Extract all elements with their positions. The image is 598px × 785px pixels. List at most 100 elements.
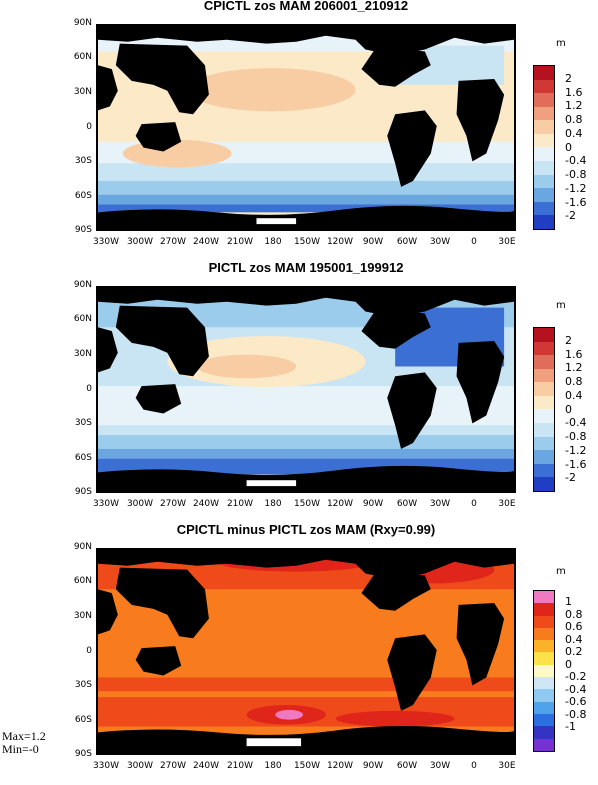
lat-label-30s: 30S	[74, 680, 92, 690]
colorbar-swatch	[534, 382, 554, 396]
lat-label-30n: 30N	[73, 349, 92, 359]
panel-difference: CPICTL minus PICTL zos MAM (Rxy=0.99) 90…	[0, 522, 598, 785]
colorbar-swatch	[534, 664, 554, 678]
colorbar-label: 0.4	[565, 632, 583, 646]
lon-label: 270W	[159, 761, 187, 771]
map-pictl	[96, 286, 516, 493]
lon-label: 330W	[92, 237, 120, 247]
lon-label: 60W	[396, 499, 418, 509]
panel-title: CPICTL minus PICTL zos MAM (Rxy=0.99)	[176, 522, 436, 537]
colorbar-unit: m	[556, 38, 566, 49]
colorbar-label: -1.2	[565, 181, 587, 195]
lon-label: 90W	[362, 237, 384, 247]
colorbar-swatch	[534, 463, 554, 478]
lon-label: 120W	[326, 237, 354, 247]
panel-pictl: PICTL zos MAM 195001_199912 90N 60N 30N …	[0, 260, 598, 523]
lon-label: 90W	[362, 761, 384, 771]
lon-label: 180	[264, 761, 282, 771]
colorbar-label: -2	[565, 209, 576, 223]
lat-label-60s: 60S	[74, 191, 92, 201]
colorbar-unit: m	[556, 566, 566, 577]
colorbar-swatch	[534, 201, 554, 216]
colorbar-swatch	[534, 395, 554, 410]
lat-label-90s: 90S	[74, 749, 92, 759]
lat-label-0: 0	[86, 646, 92, 656]
colorbar-swatch	[534, 603, 554, 616]
lon-label: 30W	[429, 761, 451, 771]
colorbar-label: 1.2	[565, 361, 583, 375]
lon-label: 180	[264, 499, 282, 509]
colorbar-label: 1.6	[565, 85, 583, 99]
colorbar-swatch	[534, 133, 554, 148]
colorbar-swatch	[534, 450, 554, 464]
lon-label: 30E	[498, 237, 516, 247]
colorbar-swatch	[534, 188, 554, 202]
stat-max: Max=1.2	[2, 729, 46, 743]
colorbar-swatch	[534, 591, 554, 604]
lon-label: 90W	[362, 499, 384, 509]
lon-label: 240W	[192, 761, 220, 771]
colorbar-swatch	[534, 652, 554, 665]
lon-label: 60W	[396, 761, 418, 771]
colorbar-label: 0	[565, 657, 572, 671]
colorbar-swatch	[534, 215, 554, 229]
lon-label: 210W	[226, 237, 254, 247]
colorbar-label: -0.6	[565, 695, 587, 709]
colorbar-label: -0.4	[565, 416, 587, 430]
colorbar-swatch	[534, 341, 554, 356]
lon-label: 300W	[126, 237, 154, 247]
lon-label: 30W	[429, 237, 451, 247]
colorbar-label: 2	[565, 71, 572, 85]
colorbar-label: -1.2	[565, 443, 587, 457]
colorbar-label: 1.2	[565, 99, 583, 113]
colorbar-swatch	[534, 79, 554, 94]
lon-label: 270W	[159, 499, 187, 509]
lat-label-30s: 30S	[74, 418, 92, 428]
colorbar-label: 0.6	[565, 620, 583, 634]
lat-label-60n: 60N	[73, 52, 92, 62]
panel-title: PICTL zos MAM 195001_199912	[208, 260, 404, 275]
lon-label: 150W	[293, 499, 321, 509]
lon-label: 120W	[326, 499, 354, 509]
colorbar-swatch	[534, 355, 554, 369]
colorbar-swatch	[534, 738, 554, 751]
colorbar-swatch	[534, 93, 554, 107]
colorbar-label: -1	[565, 720, 576, 734]
colorbar-label: -1.6	[565, 195, 587, 209]
lat-label-90n: 90N	[73, 542, 92, 552]
colorbar-label: 0	[565, 402, 572, 416]
colorbar-swatch	[534, 174, 554, 189]
colorbar-label: 0.8	[565, 113, 583, 126]
colorbar-label: -0.8	[565, 707, 587, 721]
lat-label-60s: 60S	[74, 453, 92, 463]
lat-label-60s: 60S	[74, 715, 92, 725]
colorbar-swatch	[534, 423, 554, 437]
lon-label: 300W	[126, 499, 154, 509]
colorbar-swatch	[534, 368, 554, 383]
lon-label: 150W	[293, 761, 321, 771]
colorbar	[533, 590, 555, 752]
map-difference	[96, 548, 516, 755]
lon-label: 0	[471, 761, 477, 771]
colorbar-label: -0.8	[565, 168, 587, 181]
lat-label-0: 0	[86, 122, 92, 132]
lon-label: 300W	[126, 761, 154, 771]
colorbar-swatch	[534, 677, 554, 690]
colorbar-label: -0.2	[565, 670, 587, 684]
lon-label: 150W	[293, 237, 321, 247]
lon-label: 120W	[326, 761, 354, 771]
colorbar-label: 1.6	[565, 347, 583, 361]
stat-min: Min=-0	[2, 742, 39, 756]
colorbar-label: 0	[565, 140, 572, 154]
colorbar-swatch	[534, 713, 554, 727]
colorbar-swatch	[534, 615, 554, 628]
colorbar-unit: m	[556, 300, 566, 311]
colorbar	[533, 65, 555, 230]
lon-label: 210W	[226, 499, 254, 509]
colorbar-label: -1.6	[565, 457, 587, 471]
colorbar	[533, 327, 555, 492]
lat-label-90s: 90S	[74, 487, 92, 497]
lon-label: 240W	[192, 237, 220, 247]
colorbar-swatch	[534, 689, 554, 702]
colorbar-swatch	[534, 161, 554, 175]
